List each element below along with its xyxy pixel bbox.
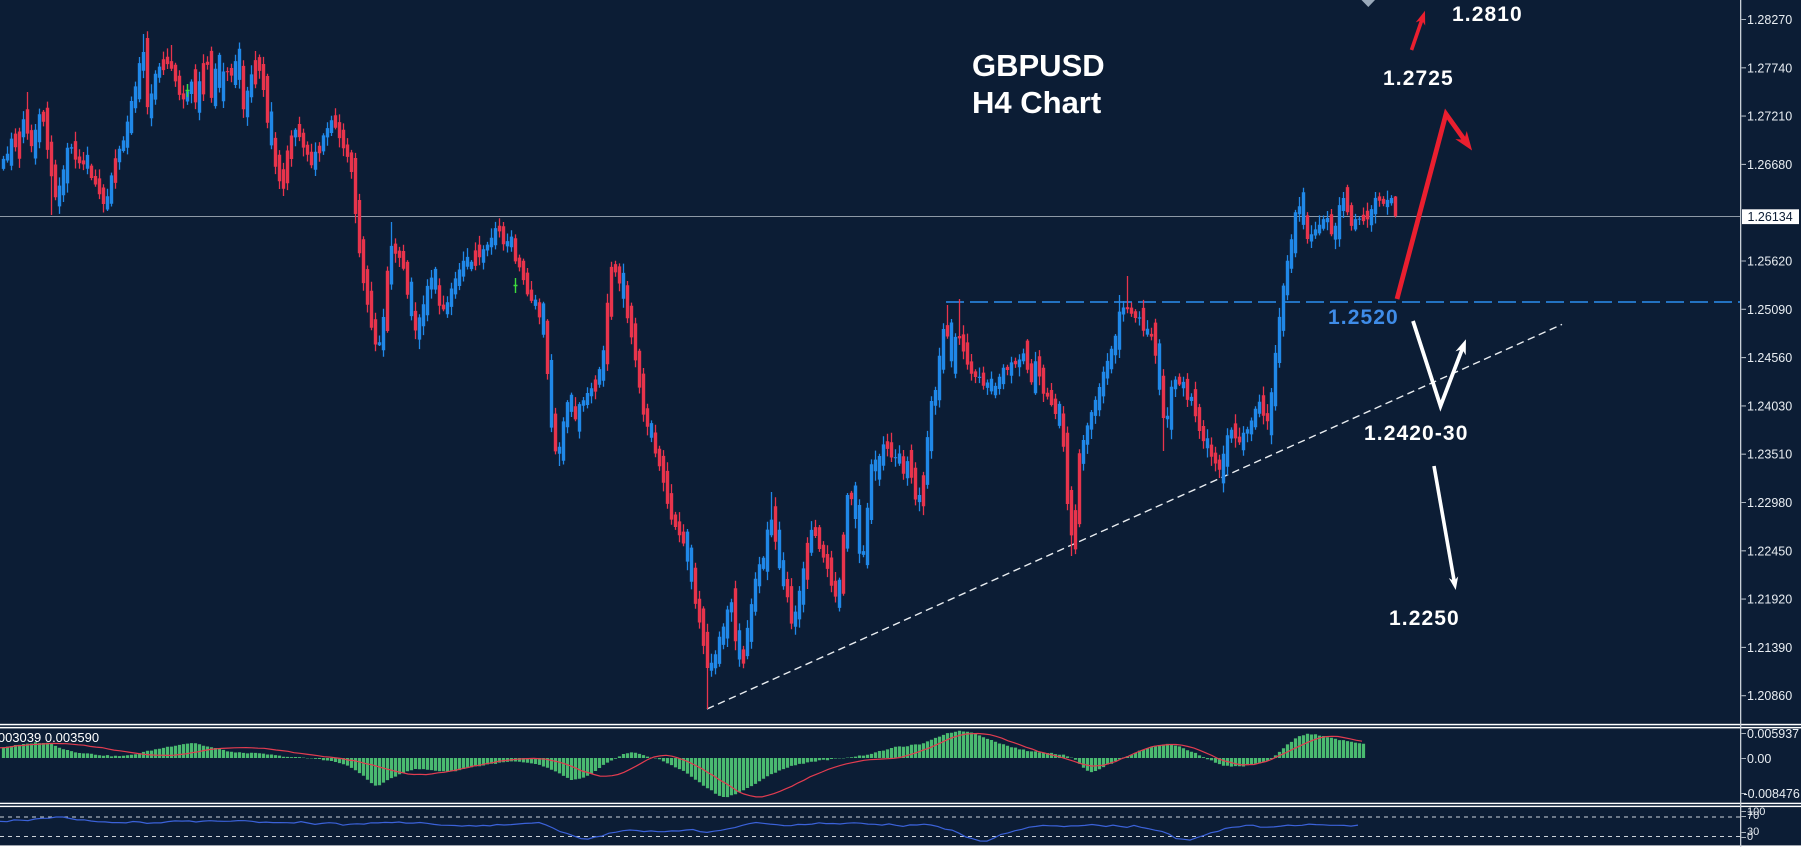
svg-text:1.2250: 1.2250 bbox=[1389, 607, 1460, 630]
svg-text:1.27210: 1.27210 bbox=[1747, 110, 1792, 124]
svg-text:0: 0 bbox=[1747, 831, 1753, 843]
svg-text:1.2420-30: 1.2420-30 bbox=[1364, 422, 1468, 445]
svg-text:H4 Chart: H4 Chart bbox=[972, 85, 1101, 120]
svg-text:GBPUSD: GBPUSD bbox=[972, 48, 1105, 83]
svg-text:1.26680: 1.26680 bbox=[1747, 158, 1792, 172]
svg-text:1.21920: 1.21920 bbox=[1747, 593, 1792, 607]
svg-text:1.22980: 1.22980 bbox=[1747, 496, 1792, 510]
svg-text:1.2520: 1.2520 bbox=[1328, 306, 1399, 329]
svg-text:0.005937: 0.005937 bbox=[1747, 727, 1799, 741]
svg-text:1.2725: 1.2725 bbox=[1383, 67, 1454, 90]
svg-text:1.22450: 1.22450 bbox=[1747, 544, 1792, 558]
svg-text:0.003039 0.003590: 0.003039 0.003590 bbox=[0, 730, 99, 745]
svg-text:1.27740: 1.27740 bbox=[1747, 61, 1792, 75]
svg-text:1.25090: 1.25090 bbox=[1747, 303, 1792, 317]
svg-text:70: 70 bbox=[1747, 810, 1759, 822]
svg-text:-0.008476: -0.008476 bbox=[1744, 787, 1800, 801]
svg-text:1.25620: 1.25620 bbox=[1747, 255, 1792, 269]
svg-text:1.23510: 1.23510 bbox=[1747, 448, 1792, 462]
svg-text:1.24030: 1.24030 bbox=[1747, 399, 1792, 413]
svg-text:0.00: 0.00 bbox=[1747, 752, 1771, 766]
svg-text:100: 100 bbox=[1747, 806, 1765, 818]
svg-text:1.2810: 1.2810 bbox=[1452, 3, 1523, 26]
svg-text:1.26134: 1.26134 bbox=[1748, 210, 1793, 224]
svg-text:30: 30 bbox=[1747, 826, 1759, 838]
svg-text:1.28270: 1.28270 bbox=[1747, 13, 1792, 27]
svg-text:1.21390: 1.21390 bbox=[1747, 641, 1792, 655]
svg-text:1.24560: 1.24560 bbox=[1747, 351, 1792, 365]
svg-text:1.20860: 1.20860 bbox=[1747, 689, 1792, 703]
